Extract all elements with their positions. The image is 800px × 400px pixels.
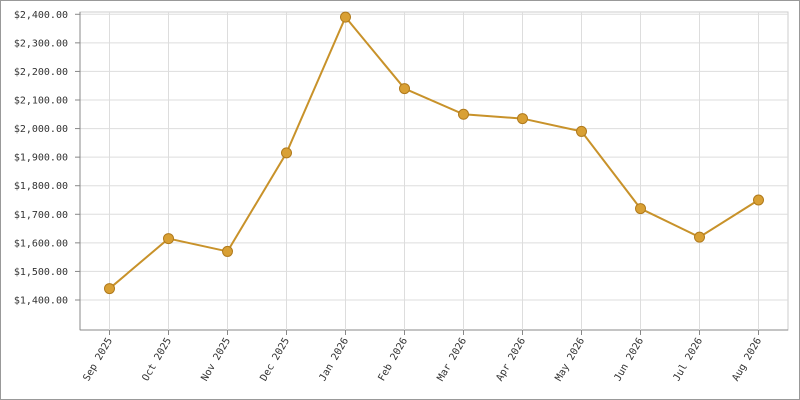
marker bbox=[340, 11, 351, 23]
y-tick-label: $1,700.00 bbox=[14, 210, 68, 221]
y-tick-label: $1,800.00 bbox=[14, 181, 68, 192]
y-tick-label: $2,300.00 bbox=[14, 38, 68, 49]
marker bbox=[635, 203, 646, 215]
y-tick-label: $1,400.00 bbox=[14, 296, 68, 307]
marker bbox=[458, 108, 469, 120]
marker bbox=[104, 283, 115, 295]
marker bbox=[576, 125, 587, 137]
y-tick-label: $1,900.00 bbox=[14, 153, 68, 164]
y-tick-label: $2,200.00 bbox=[14, 67, 68, 78]
marker bbox=[281, 147, 292, 159]
marker bbox=[399, 83, 410, 95]
y-tick-label: $2,100.00 bbox=[14, 96, 68, 107]
marker bbox=[694, 231, 705, 243]
y-tick-label: $2,400.00 bbox=[14, 10, 68, 21]
marker bbox=[222, 245, 233, 257]
y-tick-label: $2,000.00 bbox=[14, 124, 68, 135]
marker bbox=[163, 233, 174, 245]
marker bbox=[517, 113, 528, 125]
y-tick-label: $1,500.00 bbox=[14, 267, 68, 278]
marker bbox=[753, 194, 764, 206]
line bbox=[108, 15, 760, 290]
y-tick-label: $1,600.00 bbox=[14, 238, 68, 249]
